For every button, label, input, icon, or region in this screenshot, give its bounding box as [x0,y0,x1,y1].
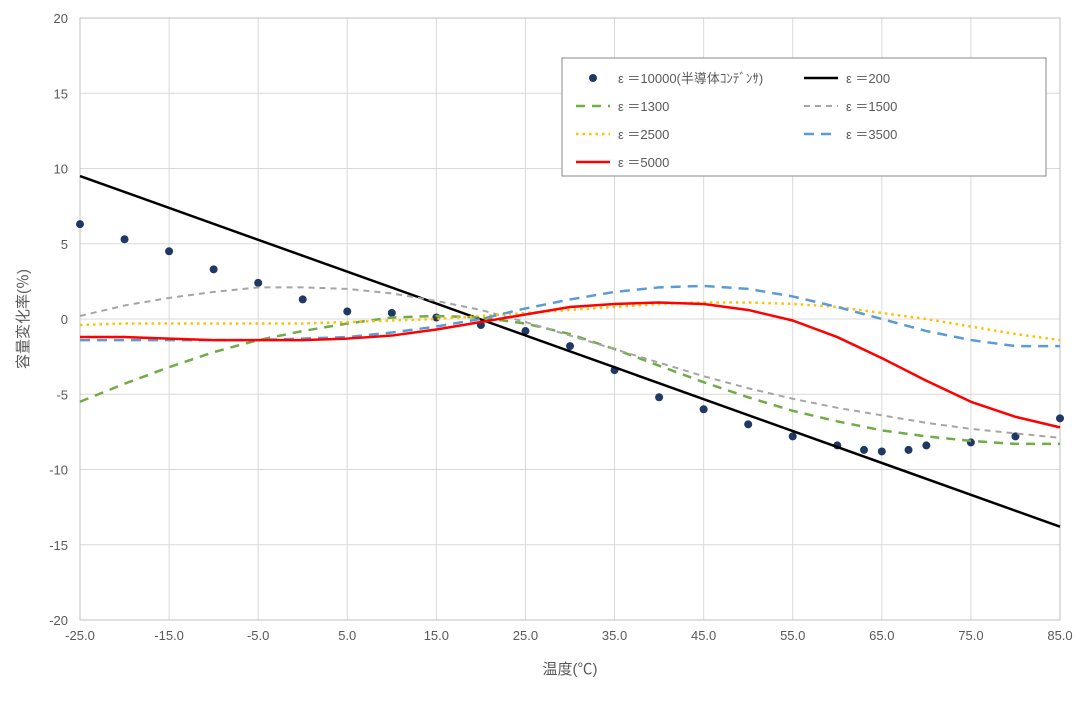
y-tick-label: 15 [54,86,68,101]
series-eps1500 [80,287,1060,438]
y-axis-label: 容量変化率(％) [15,269,32,369]
legend: ε ＝10000(半導体ｺﾝﾃﾞﾝｻ) ε ＝200 ε ＝1300 ε ＝1500 ε… [562,58,1046,176]
x-tick-label: -25.0 [65,628,95,643]
y-tick-label: -5 [56,387,68,402]
capacitance-temperature-chart: -25.0 -15.0 -5.0 5.0 15.0 25.0 35.0 45.0 55.0 65.… [0,0,1082,707]
x-tick-label: 45.0 [691,628,716,643]
x-tick-label: 5.0 [338,628,356,643]
legend-label-eps1300: ε ＝1300 [618,99,669,114]
legend-label-eps2500: ε ＝2500 [618,127,669,142]
legend-label-eps1500: ε ＝1500 [846,99,897,114]
legend-label-eps3500: ε ＝3500 [846,127,897,142]
x-tick-label: -15.0 [154,628,184,643]
x-tick-label: 75.0 [958,628,983,643]
x-tick-label: 25.0 [513,628,538,643]
x-tick-label: 65.0 [869,628,894,643]
x-tick-label: 35.0 [602,628,627,643]
chart-svg: -25.0 -15.0 -5.0 5.0 15.0 25.0 35.0 45.0 55.0 65.… [0,0,1082,707]
x-tick-label: 15.0 [424,628,449,643]
series-eps200 [80,176,1060,527]
y-tick-label: -10 [49,463,68,478]
series-eps10000 [76,220,1064,455]
y-tick-label: 0 [61,312,68,327]
legend-marker-eps10000 [589,74,597,82]
legend-label-eps10000: ε ＝10000(半導体ｺﾝﾃﾞﾝｻ) [618,71,763,86]
y-tick-label: -20 [49,613,68,628]
y-tick-label: 10 [54,162,68,177]
legend-label-eps200: ε ＝200 [846,71,890,86]
x-tick-label: 55.0 [780,628,805,643]
x-tick-label: -5.0 [247,628,269,643]
x-axis-label: 温度(℃) [543,661,598,678]
y-tick-label: 5 [61,237,68,252]
legend-label-eps5000: ε ＝5000 [618,155,669,170]
x-tick-label: 85.0 [1047,628,1072,643]
series-eps5000 [80,302,1060,427]
y-tick-label: 20 [54,11,68,26]
y-tick-label: -15 [49,538,68,553]
